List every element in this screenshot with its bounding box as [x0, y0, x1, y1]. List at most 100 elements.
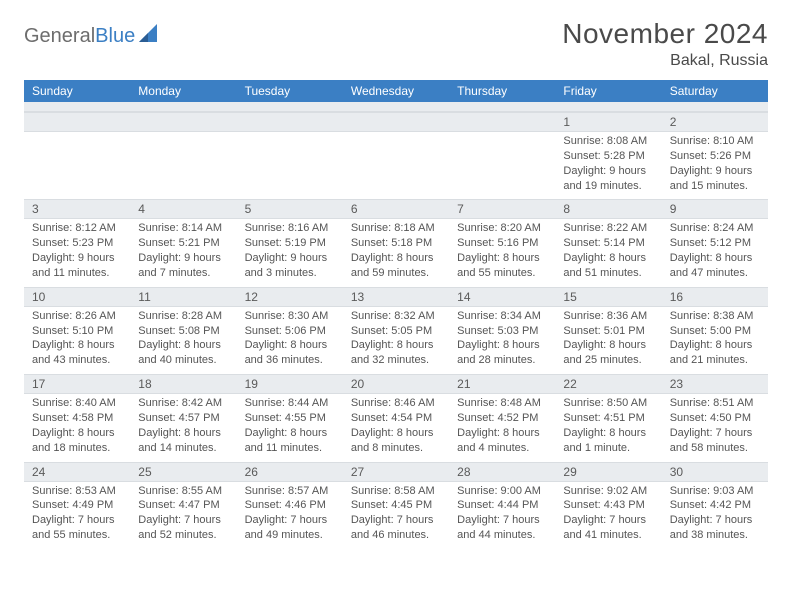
daylight-line: Daylight: 8 hours and 51 minutes.: [563, 251, 653, 281]
sunset-line: Sunset: 4:50 PM: [670, 411, 760, 426]
day-number: 22: [555, 374, 661, 394]
daylight-line: Daylight: 7 hours and 44 minutes.: [457, 513, 547, 543]
sunrise-line: Sunrise: 8:40 AM: [32, 396, 122, 411]
sunrise-line: Sunrise: 8:42 AM: [138, 396, 228, 411]
day-number: 3: [24, 199, 130, 219]
sunset-line: Sunset: 5:01 PM: [563, 324, 653, 339]
day-number: 26: [237, 462, 343, 482]
week-row: 17Sunrise: 8:40 AMSunset: 4:58 PMDayligh…: [24, 374, 768, 461]
week-row: 3Sunrise: 8:12 AMSunset: 5:23 PMDaylight…: [24, 199, 768, 286]
header-spacer: [24, 102, 768, 112]
day-cell: 21Sunrise: 8:48 AMSunset: 4:52 PMDayligh…: [449, 374, 555, 461]
day-cell: 20Sunrise: 8:46 AMSunset: 4:54 PMDayligh…: [343, 374, 449, 461]
sunset-line: Sunset: 4:47 PM: [138, 498, 228, 513]
day-number: 19: [237, 374, 343, 394]
day-number: 7: [449, 199, 555, 219]
weeks-container: 1Sunrise: 8:08 AMSunset: 5:28 PMDaylight…: [24, 112, 768, 549]
sunset-line: Sunset: 4:46 PM: [245, 498, 335, 513]
day-number: 14: [449, 287, 555, 307]
day-cell: 25Sunrise: 8:55 AMSunset: 4:47 PMDayligh…: [130, 462, 236, 549]
sunrise-line: Sunrise: 8:16 AM: [245, 221, 335, 236]
day-body: Sunrise: 8:46 AMSunset: 4:54 PMDaylight:…: [343, 394, 449, 461]
day-number: 17: [24, 374, 130, 394]
day-cell: 19Sunrise: 8:44 AMSunset: 4:55 PMDayligh…: [237, 374, 343, 461]
sunset-line: Sunset: 5:03 PM: [457, 324, 547, 339]
day-body: Sunrise: 8:55 AMSunset: 4:47 PMDaylight:…: [130, 482, 236, 549]
sunrise-line: Sunrise: 8:32 AM: [351, 309, 441, 324]
day-cell: 7Sunrise: 8:20 AMSunset: 5:16 PMDaylight…: [449, 199, 555, 286]
sunset-line: Sunset: 5:26 PM: [670, 149, 760, 164]
day-cell: [237, 112, 343, 199]
week-row: 10Sunrise: 8:26 AMSunset: 5:10 PMDayligh…: [24, 287, 768, 374]
day-number: 12: [237, 287, 343, 307]
daylight-line: Daylight: 9 hours and 11 minutes.: [32, 251, 122, 281]
day-cell: 14Sunrise: 8:34 AMSunset: 5:03 PMDayligh…: [449, 287, 555, 374]
logo-text-2: Blue: [95, 25, 135, 48]
day-number: 20: [343, 374, 449, 394]
logo-sail-icon: [139, 24, 161, 48]
daylight-line: Daylight: 8 hours and 18 minutes.: [32, 426, 122, 456]
daylight-line: Daylight: 8 hours and 28 minutes.: [457, 338, 547, 368]
dow-monday: Monday: [130, 80, 236, 102]
day-body: Sunrise: 8:48 AMSunset: 4:52 PMDaylight:…: [449, 394, 555, 461]
day-cell: 11Sunrise: 8:28 AMSunset: 5:08 PMDayligh…: [130, 287, 236, 374]
sunset-line: Sunset: 5:06 PM: [245, 324, 335, 339]
logo-text-1: General: [24, 25, 95, 48]
sunset-line: Sunset: 5:14 PM: [563, 236, 653, 251]
day-number: 27: [343, 462, 449, 482]
day-cell: 9Sunrise: 8:24 AMSunset: 5:12 PMDaylight…: [662, 199, 768, 286]
sunrise-line: Sunrise: 8:26 AM: [32, 309, 122, 324]
day-cell: 22Sunrise: 8:50 AMSunset: 4:51 PMDayligh…: [555, 374, 661, 461]
day-body: Sunrise: 8:53 AMSunset: 4:49 PMDaylight:…: [24, 482, 130, 549]
day-cell: 12Sunrise: 8:30 AMSunset: 5:06 PMDayligh…: [237, 287, 343, 374]
sunset-line: Sunset: 4:44 PM: [457, 498, 547, 513]
day-cell: 15Sunrise: 8:36 AMSunset: 5:01 PMDayligh…: [555, 287, 661, 374]
daylight-line: Daylight: 7 hours and 58 minutes.: [670, 426, 760, 456]
day-body: Sunrise: 8:44 AMSunset: 4:55 PMDaylight:…: [237, 394, 343, 461]
empty-day-body: [343, 132, 449, 194]
day-number: 8: [555, 199, 661, 219]
day-body: Sunrise: 8:58 AMSunset: 4:45 PMDaylight:…: [343, 482, 449, 549]
day-cell: [449, 112, 555, 199]
day-number: 21: [449, 374, 555, 394]
sunset-line: Sunset: 5:00 PM: [670, 324, 760, 339]
day-body: Sunrise: 8:16 AMSunset: 5:19 PMDaylight:…: [237, 219, 343, 286]
day-number: 24: [24, 462, 130, 482]
day-cell: 6Sunrise: 8:18 AMSunset: 5:18 PMDaylight…: [343, 199, 449, 286]
day-cell: 8Sunrise: 8:22 AMSunset: 5:14 PMDaylight…: [555, 199, 661, 286]
sunrise-line: Sunrise: 9:00 AM: [457, 484, 547, 499]
day-body: Sunrise: 8:32 AMSunset: 5:05 PMDaylight:…: [343, 307, 449, 374]
day-cell: 2Sunrise: 8:10 AMSunset: 5:26 PMDaylight…: [662, 112, 768, 199]
day-number: 1: [555, 112, 661, 132]
day-number: 10: [24, 287, 130, 307]
sunrise-line: Sunrise: 8:14 AM: [138, 221, 228, 236]
sunrise-line: Sunrise: 9:02 AM: [563, 484, 653, 499]
sunset-line: Sunset: 5:08 PM: [138, 324, 228, 339]
dow-saturday: Saturday: [662, 80, 768, 102]
day-number: 30: [662, 462, 768, 482]
sunset-line: Sunset: 4:45 PM: [351, 498, 441, 513]
sunrise-line: Sunrise: 8:28 AM: [138, 309, 228, 324]
day-body: Sunrise: 8:57 AMSunset: 4:46 PMDaylight:…: [237, 482, 343, 549]
sunset-line: Sunset: 4:49 PM: [32, 498, 122, 513]
daylight-line: Daylight: 9 hours and 3 minutes.: [245, 251, 335, 281]
day-cell: [24, 112, 130, 199]
daylight-line: Daylight: 8 hours and 40 minutes.: [138, 338, 228, 368]
sunrise-line: Sunrise: 8:24 AM: [670, 221, 760, 236]
daylight-line: Daylight: 9 hours and 19 minutes.: [563, 164, 653, 194]
day-cell: 3Sunrise: 8:12 AMSunset: 5:23 PMDaylight…: [24, 199, 130, 286]
day-number: 18: [130, 374, 236, 394]
day-body: Sunrise: 8:26 AMSunset: 5:10 PMDaylight:…: [24, 307, 130, 374]
day-body: Sunrise: 9:02 AMSunset: 4:43 PMDaylight:…: [555, 482, 661, 549]
sunset-line: Sunset: 5:18 PM: [351, 236, 441, 251]
day-number: 15: [555, 287, 661, 307]
sunrise-line: Sunrise: 9:03 AM: [670, 484, 760, 499]
empty-day-body: [130, 132, 236, 194]
day-cell: 17Sunrise: 8:40 AMSunset: 4:58 PMDayligh…: [24, 374, 130, 461]
sunrise-line: Sunrise: 8:53 AM: [32, 484, 122, 499]
day-number: 2: [662, 112, 768, 132]
day-number: 25: [130, 462, 236, 482]
dow-friday: Friday: [555, 80, 661, 102]
dow-thursday: Thursday: [449, 80, 555, 102]
daylight-line: Daylight: 8 hours and 47 minutes.: [670, 251, 760, 281]
